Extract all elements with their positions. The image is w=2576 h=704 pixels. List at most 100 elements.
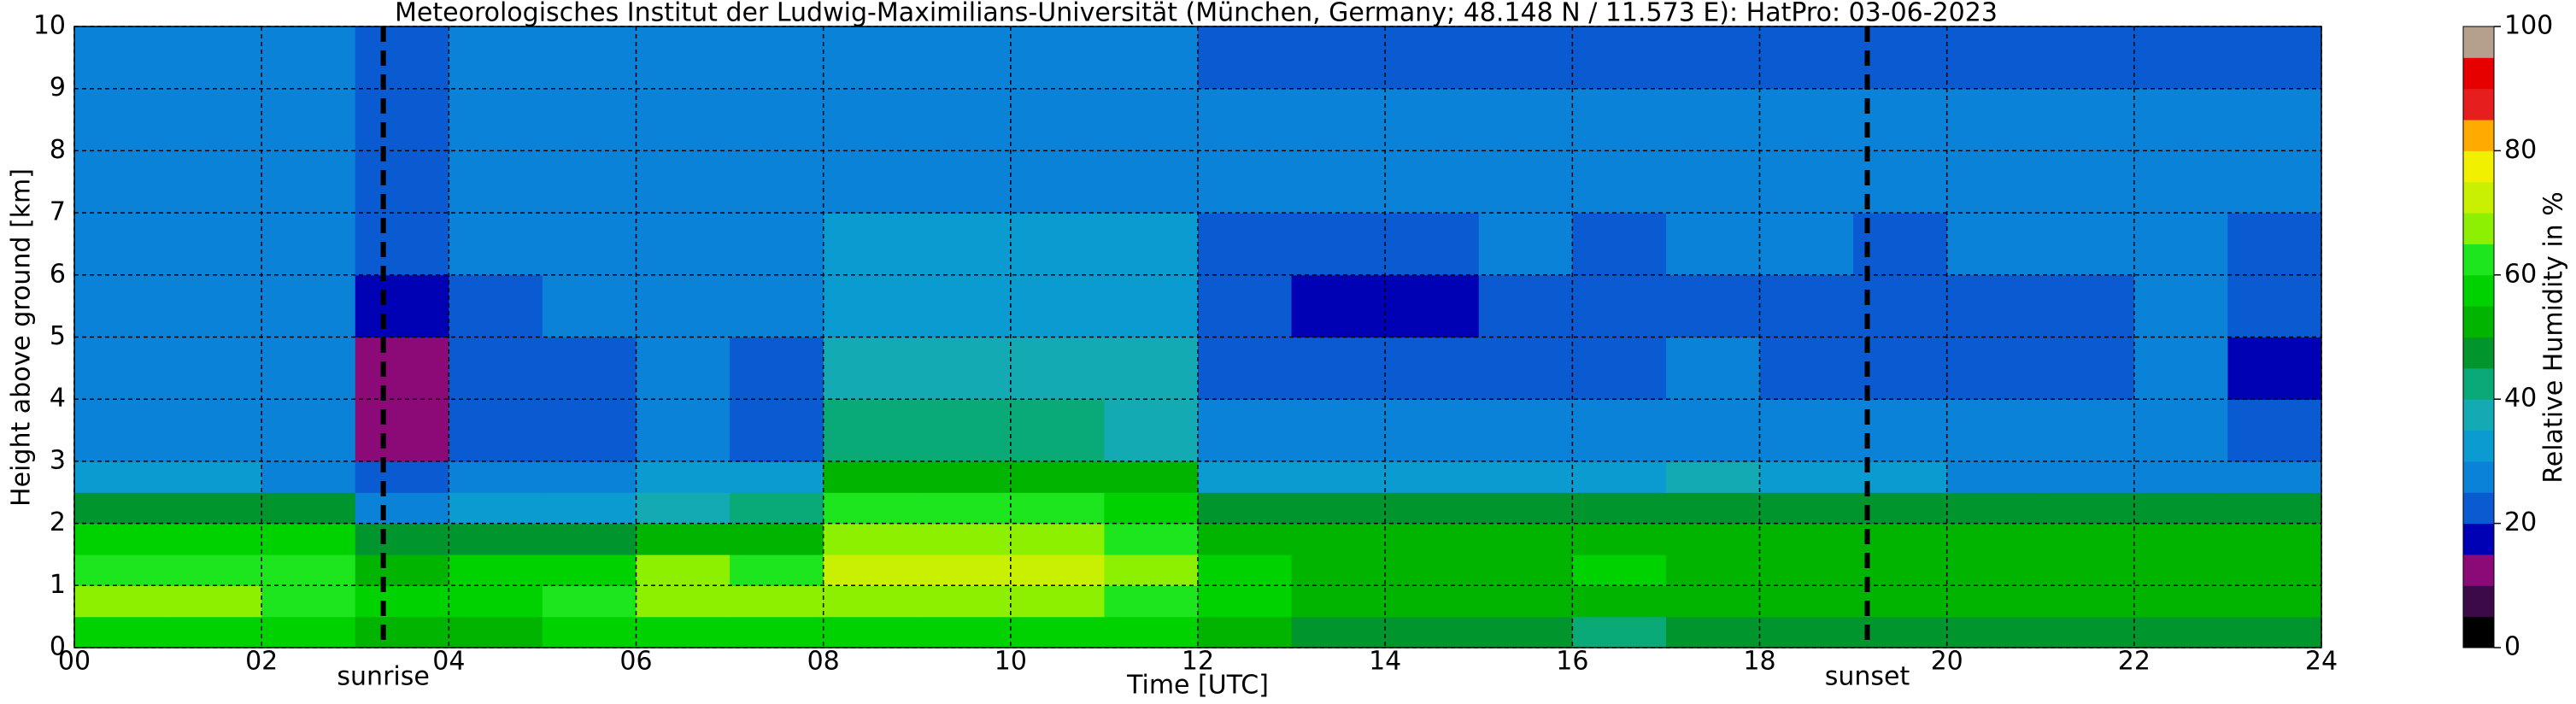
heatmap-cell: [1198, 26, 1293, 90]
heatmap-cell: [355, 523, 449, 555]
plot-frame: [73, 26, 2322, 648]
colorbar-frame: [2462, 26, 2495, 648]
heatmap-cell: [1478, 88, 1573, 151]
heatmap-cell: [355, 399, 449, 462]
colorbar-tick-label: 100: [2504, 11, 2553, 41]
heatmap-cell: [355, 492, 449, 525]
heatmap-cell: [1010, 585, 1106, 618]
heatmap-cell: [1572, 337, 1667, 400]
heatmap-cell: [167, 554, 262, 586]
heatmap-cell: [2227, 88, 2322, 151]
heatmap-cell: [1572, 26, 1667, 90]
colorbar-segment: [2463, 26, 2494, 58]
heatmap-cell: [542, 274, 637, 338]
heatmap-cell: [1385, 554, 1480, 586]
heatmap-cell: [1104, 616, 1199, 648]
chart-title: Meteorologisches Institut der Ludwig-Max…: [395, 0, 1998, 28]
colorbar-tick-label: 80: [2504, 135, 2537, 165]
heatmap-cell: [636, 585, 731, 618]
heatmap-cell: [1104, 399, 1199, 462]
colorbar-segment: [2463, 337, 2494, 369]
heatmap-cell: [636, 213, 731, 276]
heatmap-cell: [1198, 492, 1293, 525]
heatmap-cell: [449, 337, 543, 400]
heatmap-cell: [823, 585, 918, 618]
heatmap-cell: [1104, 523, 1199, 555]
heatmap-cell: [261, 88, 356, 151]
heatmap-cell: [1572, 523, 1667, 555]
heatmap-cell: [1759, 554, 1854, 586]
heatmap-cell: [2133, 523, 2229, 555]
heatmap-cell: [730, 554, 824, 586]
heatmap-cell: [917, 585, 1012, 618]
heatmap-cell: [823, 26, 918, 90]
heatmap-cell: [917, 150, 1012, 214]
heatmap-cell: [1385, 461, 1480, 493]
x-tick-label: 08: [807, 647, 840, 677]
heatmap-cell: [730, 492, 824, 525]
heatmap-cell: [1572, 213, 1667, 276]
heatmap-cell: [74, 337, 169, 400]
heatmap-cell: [1104, 26, 1199, 90]
x-tick-label: 06: [619, 647, 652, 677]
heatmap-cell: [1010, 88, 1106, 151]
heatmap-cell: [2040, 461, 2135, 493]
heatmap-cell: [167, 26, 262, 90]
heatmap-cell: [1478, 554, 1573, 586]
heatmap-cell: [1010, 274, 1106, 338]
heatmap-cell: [2040, 150, 2135, 214]
y-tick-label: 6: [50, 259, 66, 289]
heatmap-cell: [1104, 274, 1199, 338]
heatmap-cell: [1759, 150, 1854, 214]
heatmap-cell: [74, 461, 169, 493]
heatmap-cell: [74, 523, 169, 555]
heatmap-cell: [2133, 461, 2229, 493]
heatmap-cell: [167, 150, 262, 214]
heatmap-cell: [823, 616, 918, 648]
heatmap-cell: [1665, 26, 1761, 90]
heatmap-cell: [449, 616, 543, 648]
heatmap-cell: [1665, 554, 1761, 586]
heatmap-cell: [730, 337, 824, 400]
heatmap-cell: [1385, 150, 1480, 214]
heatmap-cell: [1572, 585, 1667, 618]
heatmap-cell: [2040, 274, 2135, 338]
heatmap-cell: [823, 150, 918, 214]
heatmap-cell: [636, 88, 731, 151]
heatmap-cell: [261, 585, 356, 618]
heatmap-cell: [2133, 213, 2229, 276]
heatmap-cell: [636, 461, 731, 493]
colorbar-segment: [2463, 243, 2494, 276]
heatmap-cell: [823, 274, 918, 338]
heatmap-cell: [1759, 399, 1854, 462]
x-tick-label: 04: [432, 647, 465, 677]
heatmap-cell: [355, 88, 449, 151]
heatmap-cell: [355, 213, 449, 276]
heatmap-cell: [2133, 585, 2229, 618]
annotation-label: sunset: [1825, 662, 1910, 692]
heatmap-cell: [1946, 461, 2041, 493]
heatmap-cell: [2133, 492, 2229, 525]
heatmap-cell: [542, 616, 637, 648]
heatmap-cell: [1946, 150, 2041, 214]
heatmap-cell: [1478, 616, 1573, 648]
heatmap-cell: [167, 616, 262, 648]
heatmap-cell: [261, 274, 356, 338]
heatmap-cell: [1104, 461, 1199, 493]
heatmap-cell: [730, 585, 824, 618]
heatmap-cell: [1385, 274, 1480, 338]
heatmap-cell: [2040, 616, 2135, 648]
heatmap-cell: [167, 337, 262, 400]
heatmap-cell: [1665, 274, 1761, 338]
heatmap-cell: [261, 399, 356, 462]
heatmap-cell: [1010, 213, 1106, 276]
colorbar-segment: [2463, 430, 2494, 462]
heatmap-cell: [2133, 26, 2229, 90]
y-axis-label: Height above ground [km]: [7, 168, 37, 507]
heatmap-cell: [1291, 88, 1386, 151]
heatmap-cell: [1198, 150, 1293, 214]
heatmap-cell: [542, 26, 637, 90]
x-axis-label: Time [UTC]: [1126, 671, 1269, 701]
heatmap-cell: [1946, 585, 2041, 618]
heatmap-cell: [730, 274, 824, 338]
